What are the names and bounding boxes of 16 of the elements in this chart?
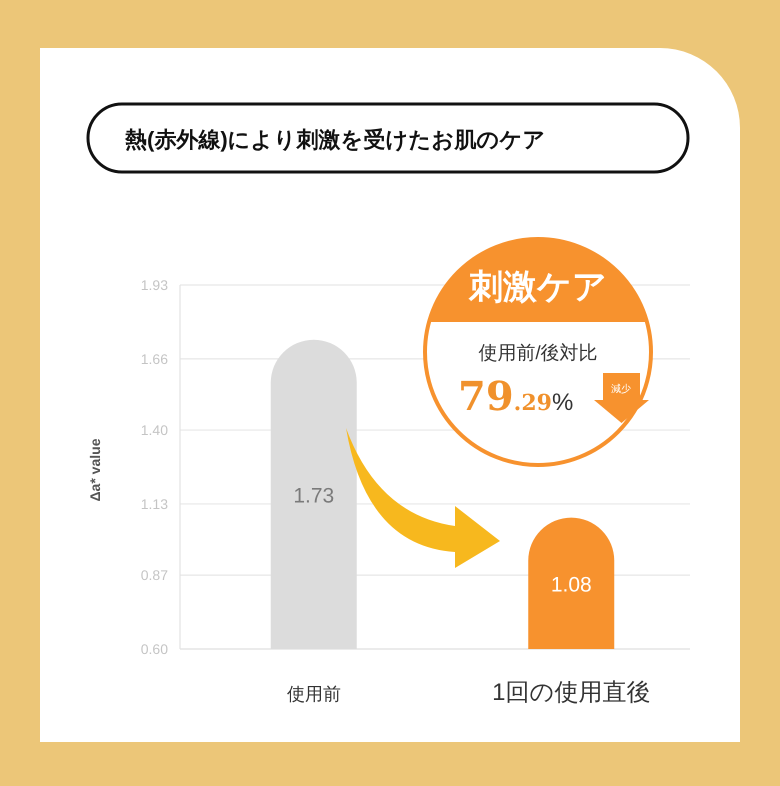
x-tick-label: 1回の使用直後 — [492, 679, 650, 706]
y-tick-label: 0.87 — [140, 567, 168, 584]
annotation: 刺激ケア — [468, 268, 607, 306]
y-tick-label: 1.66 — [140, 350, 168, 367]
data-label: 1.73 — [293, 484, 334, 508]
y-tick-label: 0.60 — [140, 641, 168, 657]
x-tick-label: 使用前 — [286, 684, 341, 704]
annotation: 減少 — [611, 383, 631, 395]
y-tick-label: 1.13 — [140, 496, 168, 512]
chart-title: 熱(赤外線)により刺激を受けたお肌のケア — [124, 127, 546, 152]
y-axis-title: Δa* value — [87, 438, 103, 502]
data-label: 1.08 — [550, 573, 592, 596]
y-tick-label: 1.93 — [140, 277, 168, 293]
annotation: 79.29% — [458, 373, 574, 420]
annotation: 使用前/後対比 — [478, 342, 598, 364]
y-tick-label: 1.40 — [140, 422, 168, 438]
